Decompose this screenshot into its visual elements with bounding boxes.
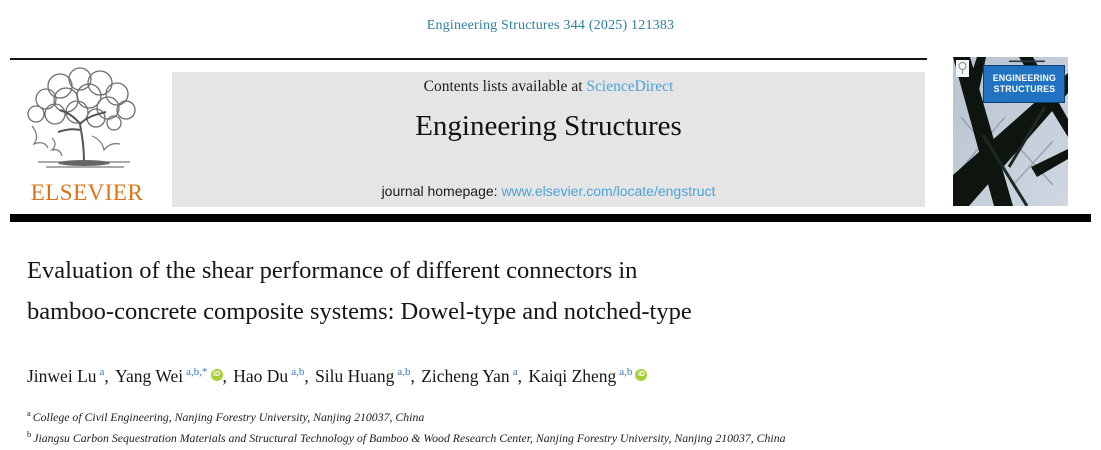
homepage-prefix: journal homepage: bbox=[381, 183, 502, 199]
journal-title: Engineering Structures bbox=[415, 110, 682, 142]
article-title-line1: Evaluation of the shear performance of d… bbox=[27, 257, 638, 284]
affiliation-list: a College of Civil Engineering, Nanjing F… bbox=[27, 405, 1077, 448]
homepage-link[interactable]: www.elsevier.com/locate/engstruct bbox=[501, 183, 716, 199]
elsevier-logo: ELSEVIER bbox=[20, 66, 154, 208]
author-separator: , bbox=[222, 366, 232, 386]
author-name: Silu Huang bbox=[315, 366, 395, 386]
author-name: Hao Du bbox=[233, 366, 289, 386]
cover-title-line1: ENGINEERING bbox=[992, 72, 1056, 84]
orcid-icon[interactable]: iD bbox=[210, 369, 223, 381]
elsevier-wordmark: ELSEVIER bbox=[30, 180, 144, 205]
author-name: Yang Wei bbox=[115, 366, 184, 386]
author: Yang Wei a,b,* iD, bbox=[115, 366, 233, 386]
author-affiliation-sup: a,b bbox=[619, 366, 633, 379]
author-separator: , bbox=[304, 366, 314, 386]
author: Zicheng Yan a, bbox=[421, 366, 528, 386]
cover-title-line2: STRUCTURES bbox=[993, 83, 1055, 95]
article-title: Evaluation of the shear performance of d… bbox=[27, 250, 847, 332]
sciencedirect-link[interactable]: ScienceDirect bbox=[586, 78, 674, 95]
author-affiliation-sup: a,b bbox=[397, 366, 411, 379]
author-affiliation-sup: a,b,* bbox=[186, 366, 208, 379]
header-bottom-rule bbox=[10, 214, 1091, 222]
orcid-icon[interactable]: iD bbox=[635, 369, 648, 381]
affiliation-text: Jiangsu Carbon Sequestration Materials a… bbox=[33, 431, 786, 446]
author: Silu Huang a,b, bbox=[315, 366, 421, 386]
author-separator: , bbox=[104, 366, 114, 386]
journal-banner: Contents lists available at ScienceDirec… bbox=[172, 72, 925, 207]
contents-prefix: Contents lists available at bbox=[423, 78, 587, 95]
author-affiliation-sup: a bbox=[512, 366, 518, 379]
affiliation: b Jiangsu Carbon Sequestration Materials … bbox=[27, 426, 1077, 447]
author-name: Jinwei Lu bbox=[27, 366, 97, 386]
elsevier-tree-icon bbox=[27, 67, 136, 168]
author-affiliation-sup: a bbox=[99, 366, 105, 379]
journal-cover-image: ENGINEERING STRUCTURES bbox=[953, 57, 1068, 206]
author: Jinwei Lu a, bbox=[27, 366, 115, 386]
homepage-line: journal homepage: www.elsevier.com/locat… bbox=[172, 183, 925, 199]
journal-citation-link[interactable]: Engineering Structures 344 (2025) 121383 bbox=[426, 18, 675, 33]
affiliation-sup: a bbox=[27, 408, 31, 418]
article-title-line2: bamboo-concrete composite systems: Dowel… bbox=[27, 298, 692, 325]
author-affiliation-sup: a,b bbox=[291, 366, 305, 379]
author: Kaiqi Zheng a,b iD bbox=[528, 366, 648, 386]
affiliation: a College of Civil Engineering, Nanjing F… bbox=[27, 405, 1077, 426]
affiliation-sup: b bbox=[27, 429, 32, 440]
author: Hao Du a,b, bbox=[233, 366, 315, 386]
affiliation-text: College of Civil Engineering, Nanjing Fo… bbox=[32, 409, 425, 424]
author-separator: , bbox=[517, 366, 527, 386]
author-name: Zicheng Yan bbox=[421, 366, 510, 386]
header-top-rule bbox=[10, 58, 927, 60]
author-name: Kaiqi Zheng bbox=[528, 366, 617, 386]
cover-title-box: ENGINEERING STRUCTURES bbox=[983, 65, 1065, 103]
contents-line: Contents lists available at ScienceDirec… bbox=[172, 78, 925, 96]
author-separator: , bbox=[410, 366, 420, 386]
author-list: Jinwei Lu a, Yang Wei a,b,* iD, Hao Du a,b, … bbox=[27, 366, 927, 387]
